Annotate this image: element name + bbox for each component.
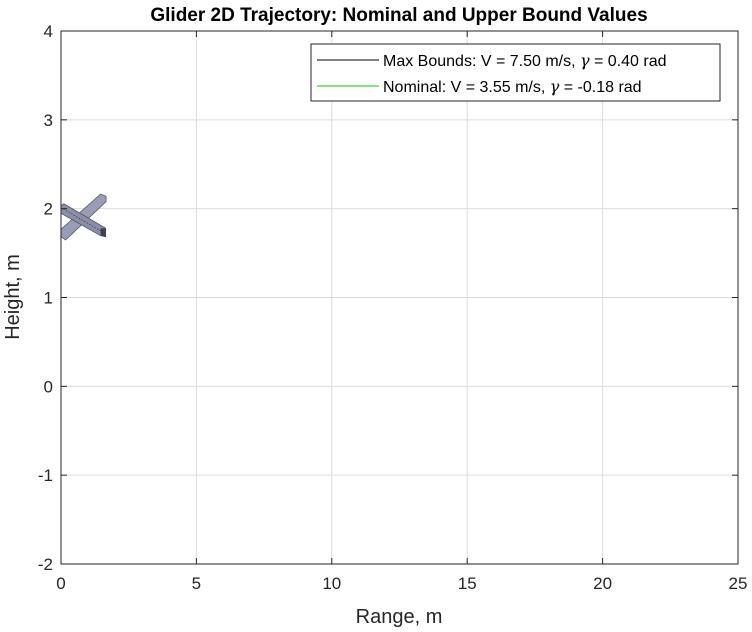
legend-box [310,43,721,102]
y-tick-label: 3 [44,111,53,130]
legend-entry-nominal: Nominal: V = 3.55 m/s, γ = -0.18 rad [383,77,642,96]
legend-entry-max-bounds: Max Bounds: V = 7.50 m/s, γ = 0.40 rad [383,51,667,70]
x-tick-label: 25 [729,574,748,593]
legend-entry-max-bounds-suffix: = 0.40 rad [590,53,667,70]
glider-detail-line [63,208,102,232]
legend-entry-max-bounds-gamma: γ [580,51,590,70]
glider-tail [100,228,106,237]
plot-area [60,193,107,241]
glider-icon [60,193,107,241]
legend: Max Bounds: V = 7.50 m/s, γ = 0.40 rad N… [310,43,721,102]
x-axis-label: Range, m [356,606,443,628]
x-tick-label: 15 [458,574,477,593]
grid-lines [60,30,739,565]
legend-entry-nominal-suffix: = -0.18 rad [559,79,641,96]
y-axis-label: Height, m [2,254,24,340]
y-tick-label: 2 [44,200,53,219]
x-tick-label: 5 [192,574,201,593]
y-tick-label: -2 [38,555,53,574]
y-tick-label: 1 [44,289,53,308]
y-tick-label: 0 [44,377,53,396]
legend-entry-max-bounds-prefix: Max Bounds: V = 7.50 m/s, [383,53,580,70]
y-tick-label: -1 [38,466,53,485]
x-tick-label: 0 [56,574,65,593]
x-tick-label: 20 [593,574,612,593]
x-tick-label: 10 [322,574,341,593]
ticks: 0 5 10 15 20 25 -2 -1 0 1 2 3 4 [38,22,748,593]
y-tick-label: 4 [44,22,53,41]
legend-entry-nominal-gamma: γ [550,77,560,96]
chart-title: Glider 2D Trajectory: Nominal and Upper … [150,5,647,26]
legend-entry-nominal-prefix: Nominal: V = 3.55 m/s, [383,79,550,96]
